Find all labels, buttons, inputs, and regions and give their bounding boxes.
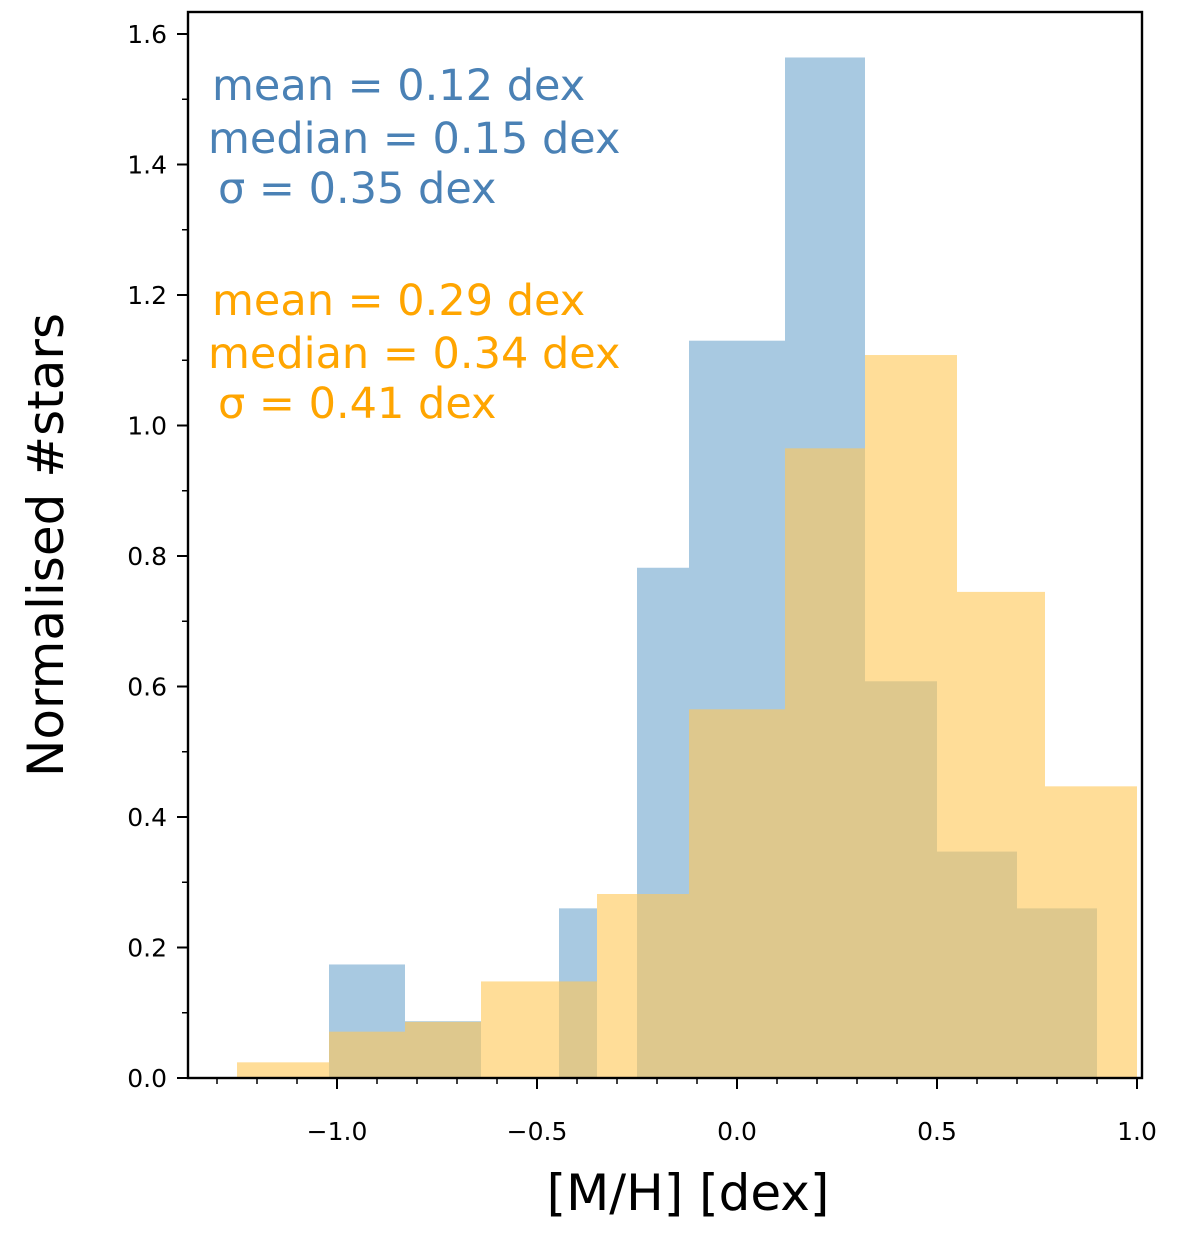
x-tick-label-1: −0.5 [507,1117,568,1146]
x-axis-label: [M/H] [dex] [547,1164,830,1222]
axis-ticks [177,33,1138,1089]
x-tick-label-3: 0.5 [917,1117,957,1146]
orange-bar-10 [957,591,1045,1078]
orange-bar-2 [405,1021,481,1078]
blue-median-label: median = 0.15 dex [208,114,620,164]
y-tick-label-2: 0.4 [127,803,167,832]
x-tick-label-4: 1.0 [1117,1117,1157,1146]
y-tick-label-5: 1.0 [127,412,167,441]
histogram-bars [237,57,1137,1079]
orange-bar-0 [237,1062,329,1078]
y-tick-label-6: 1.2 [127,281,167,310]
plot-frame [186,10,1144,1080]
orange-bar-5 [597,894,637,1078]
orange-sigma-label: σ = 0.41 dex [218,379,496,429]
tick-labels: −1.0 −0.5 0.0 0.5 1.0 0.0 0.2 0.4 0.6 0.8 1.0 1.2 1.… [127,20,1157,1146]
y-tick-label-1: 0.2 [127,934,167,963]
orange-bar-6 [637,894,689,1078]
orange-mean-label: mean = 0.29 dex [212,276,585,326]
orange-bar-1 [329,1031,405,1078]
y-tick-label-7: 1.4 [127,151,167,180]
y-tick-label-3: 0.6 [127,673,167,702]
orange-bar-9 [865,355,957,1078]
y-tick-label-4: 0.8 [127,542,167,571]
blue-mean-label: mean = 0.12 dex [212,61,585,111]
orange-bar-7 [689,709,785,1078]
x-tick-label-2: 0.0 [717,1117,757,1146]
orange-bar-4 [559,981,597,1078]
orange-median-label: median = 0.34 dex [208,329,620,379]
orange-stats: mean = 0.29 dex median = 0.34 dex σ = 0.… [208,276,620,429]
orange-bar-8 [785,448,865,1079]
x-tick-label-0: −1.0 [307,1117,368,1146]
y-tick-label-0: 0.0 [127,1064,167,1093]
orange-bar-11 [1045,786,1137,1078]
y-tick-label-8: 1.6 [127,20,167,49]
blue-sigma-label: σ = 0.35 dex [218,164,496,214]
blue-stats: mean = 0.12 dex median = 0.15 dex σ = 0.… [208,61,620,214]
orange-bar-3 [481,981,559,1078]
y-axis-label: Normalised #stars [17,313,75,777]
